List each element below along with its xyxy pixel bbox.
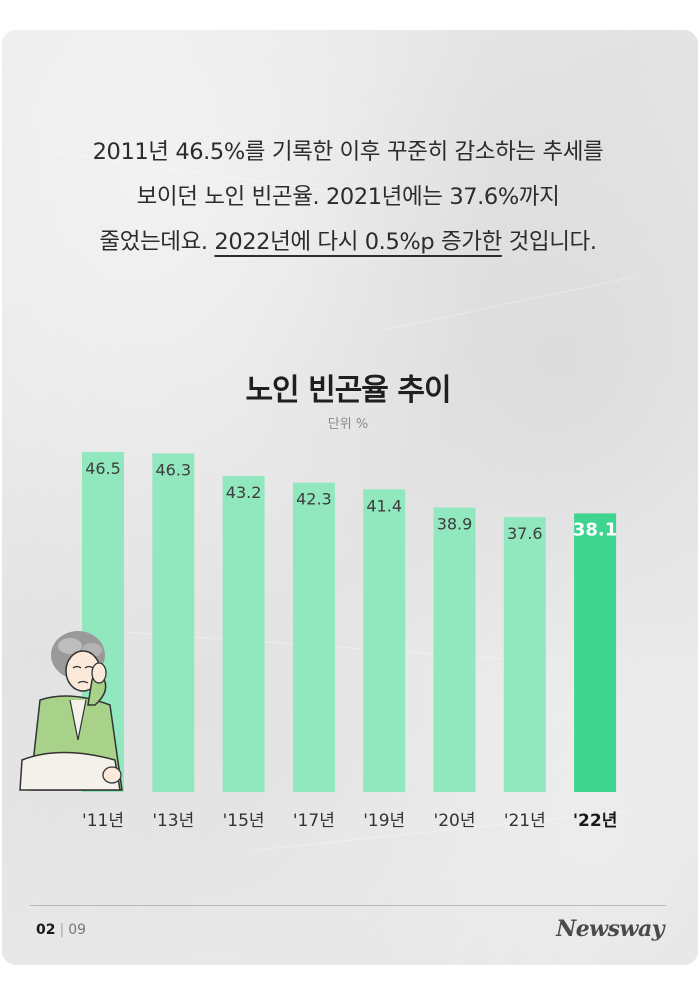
footer-divider — [30, 905, 666, 906]
x-tick-label-5: '20년 — [434, 811, 476, 831]
x-tick-label-4: '19년 — [363, 811, 405, 831]
bar-6 — [503, 517, 546, 792]
bar-value-label-3: 42.3 — [296, 490, 332, 509]
intro-highlight-underlined: 2022년에 다시 0.5%p 증가한 — [214, 229, 502, 255]
bar-2 — [222, 476, 265, 792]
bar-value-label-5: 38.9 — [437, 515, 473, 534]
intro-line-2: 보이던 노인 빈곤율. 2021년에는 37.6%까지 — [136, 184, 560, 210]
x-axis-labels: '11년 '13년 '15년 '17년 '19년 '20년 '21년 '22년 — [82, 811, 617, 831]
intro-line-3-post: 것입니다. — [501, 229, 597, 255]
x-tick-label-3: '17년 — [293, 811, 335, 831]
x-tick-label-1: '13년 — [152, 811, 194, 831]
bar-3 — [292, 482, 335, 792]
bar-1 — [152, 453, 195, 792]
bar-value-label-1: 46.3 — [155, 460, 191, 479]
x-tick-label-6: '21년 — [504, 811, 546, 831]
page-separator: | — [59, 922, 65, 938]
chart-unit: 단위 % — [327, 417, 369, 432]
bars-layer: 46.5 46.3 43.2 42.3 41.4 38.9 37.6 38.1 — [82, 452, 617, 792]
bar-value-label-6: 37.6 — [507, 524, 543, 543]
bar-value-label-7: 38.1 — [573, 519, 617, 540]
bar-5 — [433, 507, 476, 792]
x-tick-label-7: '22년 — [573, 811, 618, 831]
worried-elderly-person-icon — [19, 631, 123, 791]
bar-7 — [574, 513, 617, 792]
bar-4 — [363, 489, 406, 792]
bar-value-label-2: 43.2 — [226, 483, 262, 502]
page-current: 02 — [36, 922, 56, 938]
bar-value-label-0: 46.5 — [85, 459, 121, 478]
intro-text: 2011년 46.5%를 기록한 이후 꾸준히 감소하는 추세를 보이던 노인 … — [0, 130, 696, 265]
intro-line-1: 2011년 46.5%를 기록한 이후 꾸준히 감소하는 추세를 — [92, 139, 604, 165]
chart-title: 노인 빈곤율 추이 — [245, 373, 451, 408]
page-total: 09 — [68, 922, 87, 938]
x-tick-label-0: '11년 — [82, 811, 124, 831]
bar-value-label-4: 41.4 — [366, 496, 402, 515]
brand-logo: Newsway — [556, 916, 664, 942]
intro-line-3-pre: 줄었는데요. — [99, 229, 215, 255]
x-tick-label-2: '15년 — [223, 811, 265, 831]
intro-line-3: 줄었는데요. 2022년에 다시 0.5%p 증가한 것입니다. — [0, 220, 696, 265]
page-indicator: 02 | 09 — [36, 922, 86, 938]
